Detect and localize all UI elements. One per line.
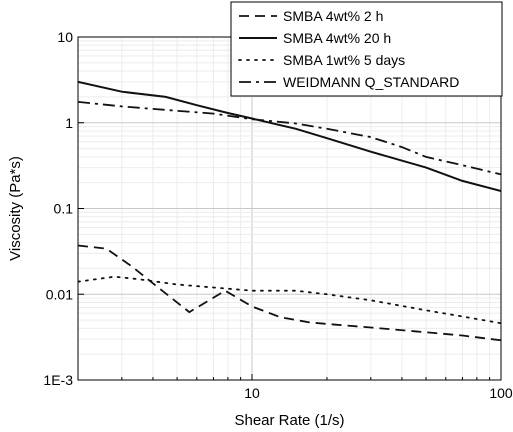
series-line <box>78 244 501 342</box>
series-line <box>78 80 501 192</box>
legend-label: SMBA 4wt% 2 h <box>283 8 383 24</box>
legend-box <box>230 1 503 97</box>
x-tick-label: 100 <box>489 385 513 401</box>
series-line <box>78 275 501 325</box>
series-group <box>78 80 501 342</box>
y-tick-label: 0.01 <box>46 286 73 302</box>
y-tick-label: 10 <box>57 29 73 45</box>
y-tick-label: 1E-3 <box>43 372 73 388</box>
y-axis-label: Viscosity (Pa*s) <box>7 156 24 261</box>
legend-label: WEIDMANN Q_STANDARD <box>283 74 459 90</box>
y-tick-label: 0.1 <box>54 201 74 217</box>
y-tick-label: 1 <box>65 115 73 131</box>
series-line <box>78 101 501 176</box>
x-tick-label: 10 <box>244 385 260 401</box>
legend-label: SMBA 1wt% 5 days <box>283 52 405 68</box>
x-axis-label: Shear Rate (1/s) <box>234 412 344 429</box>
legend: SMBA 4wt% 2 h SMBA 4wt% 20 h SMBA 1wt% 5 d… <box>230 1 503 97</box>
legend-label: SMBA 4wt% 20 h <box>283 30 391 46</box>
axis-ticks: 10 100 1E-3 0.01 0.1 1 10 <box>43 29 512 401</box>
